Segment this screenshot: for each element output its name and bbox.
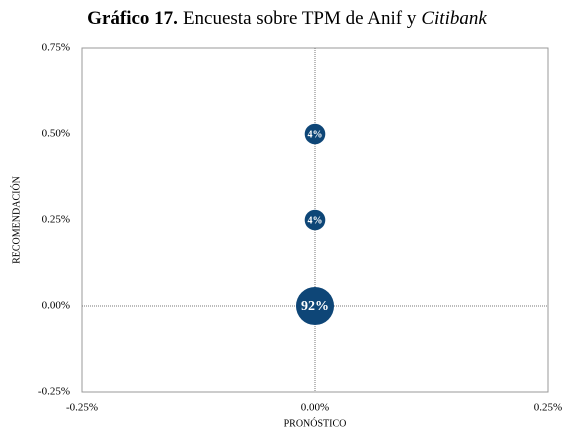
data-label: 92%	[301, 299, 329, 314]
y-tick-label: -0.25%	[38, 386, 70, 398]
data-label: 4%	[308, 129, 323, 140]
bubble	[304, 209, 326, 231]
bubble	[295, 286, 335, 326]
x-tick-label: 0.25%	[534, 402, 562, 414]
y-tick-label: 0.00%	[42, 300, 70, 312]
y-tick-label: 0.75%	[42, 42, 70, 54]
y-tick-label: 0.25%	[42, 214, 70, 226]
data-label: 4%	[308, 215, 323, 226]
x-axis-label: PRONÓSTICO	[284, 417, 347, 429]
y-axis-label: RECOMENDACIÓN	[10, 176, 22, 264]
title-text: Encuesta sobre TPM de Anif y	[183, 8, 417, 29]
title-emphasis: Citibank	[421, 8, 487, 29]
bubble	[304, 123, 326, 145]
y-tick-label: 0.50%	[42, 128, 70, 140]
title-label: Gráfico 17.	[87, 8, 178, 29]
x-tick-label: -0.25%	[66, 402, 98, 414]
x-tick-label: 0.00%	[301, 402, 329, 414]
